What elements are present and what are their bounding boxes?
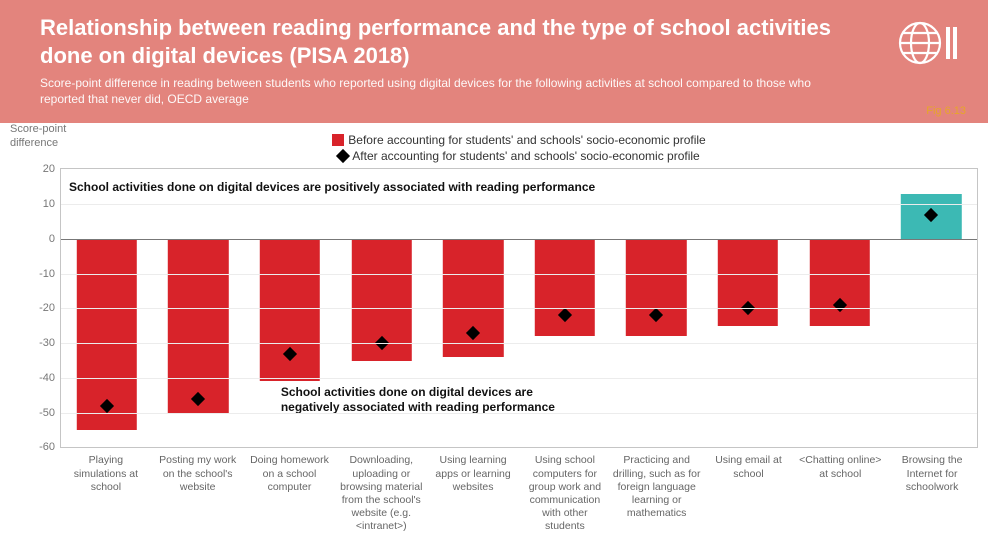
- bar: [809, 239, 869, 326]
- chart-title: Relationship between reading performance…: [40, 14, 834, 69]
- y-tick-label: 20: [21, 163, 55, 175]
- x-axis-label: Practicing and drilling, such as for for…: [611, 454, 703, 533]
- x-axis-label: <Chatting online> at school: [794, 454, 886, 533]
- figure-label: Fig 6.13: [926, 105, 966, 117]
- y-tick-label: 0: [21, 233, 55, 245]
- y-tick-label: -30: [21, 337, 55, 349]
- y-tick-label: -20: [21, 302, 55, 314]
- plot-region: School activities done on digital device…: [60, 168, 978, 448]
- gridline: [61, 204, 977, 205]
- y-tick-label: -10: [21, 268, 55, 280]
- legend-swatch-before: [332, 134, 344, 146]
- legend-label-before: Before accounting for students' and scho…: [348, 133, 705, 147]
- chart-header: Relationship between reading performance…: [0, 0, 988, 123]
- legend-label-after: After accounting for students' and schoo…: [352, 149, 699, 163]
- gridline: [61, 308, 977, 309]
- y-tick-label: 10: [21, 198, 55, 210]
- x-axis-label: Doing homework on a school computer: [244, 454, 336, 533]
- y-tick-label: -50: [21, 407, 55, 419]
- x-axis-label: Posting my work on the school's website: [152, 454, 244, 533]
- x-axis-labels: Playing simulations at schoolPosting my …: [60, 454, 978, 533]
- chart-subtitle: Score-point difference in reading betwee…: [40, 75, 834, 107]
- chart-area: Score-point difference Before accounting…: [0, 123, 988, 533]
- zero-line: [61, 239, 977, 240]
- y-tick-label: -40: [21, 372, 55, 384]
- gridline: [61, 274, 977, 275]
- y-tick-label: -60: [21, 441, 55, 453]
- legend-diamond-after: [336, 149, 350, 163]
- x-axis-label: Using learning apps or learning websites: [427, 454, 519, 533]
- x-axis-label: Browsing the Internet for schoolwork: [886, 454, 978, 533]
- oecd-logo-icon: [896, 18, 966, 73]
- y-axis-title: Score-point difference: [10, 123, 80, 149]
- x-axis-label: Using school computers for group work an…: [519, 454, 611, 533]
- x-axis-label: Playing simulations at school: [60, 454, 152, 533]
- x-axis-label: Using email at school: [703, 454, 795, 533]
- gridline: [61, 378, 977, 379]
- gridline: [61, 343, 977, 344]
- legend: Before accounting for students' and scho…: [60, 133, 978, 164]
- gridline: [61, 413, 977, 414]
- x-axis-label: Downloading, uploading or browsing mater…: [335, 454, 427, 533]
- bar: [168, 239, 228, 413]
